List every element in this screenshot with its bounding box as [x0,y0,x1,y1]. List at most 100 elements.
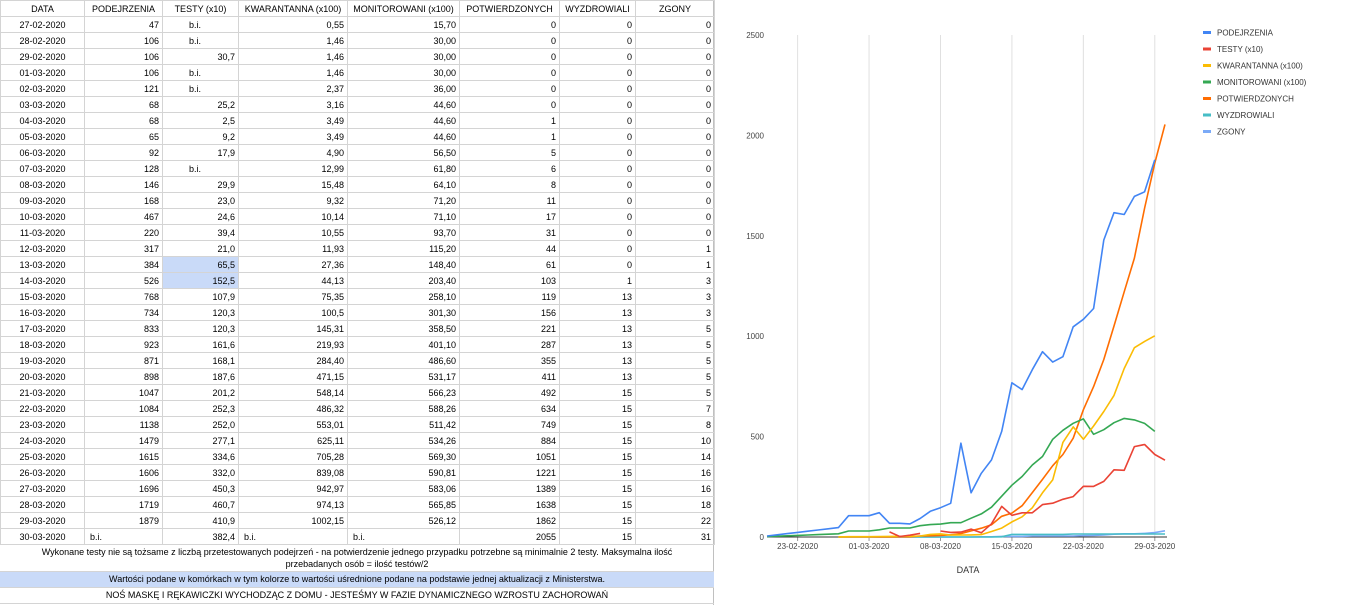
table-cell[interactable]: 0,55 [238,16,348,33]
table-cell[interactable]: 44 [459,240,560,257]
table-cell[interactable]: 13 [559,368,636,385]
table-cell[interactable]: 401,10 [347,336,460,353]
table-cell[interactable]: 28-02-2020 [0,32,85,49]
table-cell[interactable]: 115,20 [347,240,460,257]
table-cell[interactable]: 0 [635,80,715,97]
table-cell[interactable]: 22-03-2020 [0,400,85,417]
column-header[interactable]: KWARANTANNA (x100) [238,0,348,17]
table-cell[interactable]: 11,93 [238,240,348,257]
table-cell[interactable]: 1084 [84,400,163,417]
table-cell[interactable]: 1479 [84,432,163,449]
table-cell[interactable]: 0 [459,48,560,65]
table-cell[interactable]: 13-03-2020 [0,256,85,273]
table-cell[interactable]: 3,49 [238,112,348,129]
table-cell[interactable]: 148,40 [347,256,460,273]
table-cell[interactable]: 29,9 [162,176,239,193]
table-cell[interactable]: 1138 [84,416,163,433]
table-cell[interactable]: 705,28 [238,448,348,465]
table-cell[interactable]: b.i. [162,32,239,49]
table-cell[interactable]: 28-03-2020 [0,496,85,513]
table-cell[interactable]: 05-03-2020 [0,128,85,145]
table-cell[interactable]: 09-03-2020 [0,192,85,209]
table-cell[interactable]: 1,46 [238,48,348,65]
table-cell[interactable]: 734 [84,304,163,321]
table-cell[interactable]: 0 [459,32,560,49]
table-cell[interactable]: 410,9 [162,512,239,529]
table-cell[interactable]: 187,6 [162,368,239,385]
table-cell[interactable]: 566,23 [347,384,460,401]
table-cell[interactable]: 11 [459,192,560,209]
table-cell[interactable]: 258,10 [347,288,460,305]
table-cell[interactable]: 27-02-2020 [0,16,85,33]
table-cell[interactable]: 0 [559,144,636,161]
table-cell[interactable]: 1051 [459,448,560,465]
table-cell[interactable]: b.i. [162,16,239,33]
table-cell[interactable]: 8 [459,176,560,193]
table-cell[interactable]: b.i. [162,80,239,97]
table-cell[interactable]: 382,4 [162,528,239,545]
table-cell[interactable]: 411 [459,368,560,385]
table-cell[interactable]: 548,14 [238,384,348,401]
table-cell[interactable]: 25,2 [162,96,239,113]
table-cell[interactable]: 0 [635,64,715,81]
table-cell[interactable]: 30-03-2020 [0,528,85,545]
table-cell[interactable]: 0 [559,48,636,65]
table-cell[interactable]: 1221 [459,464,560,481]
table-cell[interactable]: 19-03-2020 [0,352,85,369]
table-cell[interactable]: 332,0 [162,464,239,481]
table-cell[interactable]: 3,49 [238,128,348,145]
table-cell[interactable]: 31 [635,528,715,545]
table-cell[interactable]: 30,7 [162,48,239,65]
column-header[interactable]: POTWIERDZONYCH [459,0,560,17]
table-cell[interactable]: 93,70 [347,224,460,241]
table-cell[interactable]: 358,50 [347,320,460,337]
table-cell[interactable]: 27,36 [238,256,348,273]
table-cell[interactable]: 146 [84,176,163,193]
table-cell[interactable]: 156 [459,304,560,321]
table-cell[interactable]: 625,11 [238,432,348,449]
table-cell[interactable]: 17,9 [162,144,239,161]
table-cell[interactable]: 1,46 [238,32,348,49]
table-cell[interactable]: 833 [84,320,163,337]
table-cell[interactable]: 9,2 [162,128,239,145]
table-cell[interactable]: 450,3 [162,480,239,497]
table-cell[interactable]: 974,13 [238,496,348,513]
table-cell[interactable]: 10-03-2020 [0,208,85,225]
table-cell[interactable]: 1002,15 [238,512,348,529]
table-cell[interactable]: 0 [559,224,636,241]
table-cell[interactable]: 1 [635,256,715,273]
table-cell[interactable]: 203,40 [347,272,460,289]
table-cell[interactable]: 884 [459,432,560,449]
table-cell[interactable]: 121 [84,80,163,97]
table-cell[interactable]: 30,00 [347,48,460,65]
table-cell[interactable]: 355 [459,352,560,369]
table-cell[interactable]: 0 [459,16,560,33]
table-cell[interactable]: 168 [84,192,163,209]
table-cell[interactable]: 04-03-2020 [0,112,85,129]
table-cell[interactable]: 15 [559,416,636,433]
table-cell[interactable]: 15 [559,400,636,417]
table-cell[interactable]: 0 [559,16,636,33]
table-cell[interactable]: 0 [559,32,636,49]
table-cell[interactable]: 61 [459,256,560,273]
table-cell[interactable]: 68 [84,112,163,129]
table-cell[interactable]: 768 [84,288,163,305]
table-cell[interactable]: 0 [559,160,636,177]
table-cell[interactable]: 1 [459,128,560,145]
table-cell[interactable]: 02-03-2020 [0,80,85,97]
table-cell[interactable]: 334,6 [162,448,239,465]
table-cell[interactable]: 1606 [84,464,163,481]
table-cell[interactable]: 3,16 [238,96,348,113]
table-cell[interactable]: 10,55 [238,224,348,241]
table-cell[interactable]: 100,5 [238,304,348,321]
table-cell[interactable]: 0 [635,128,715,145]
table-cell[interactable]: 07-03-2020 [0,160,85,177]
table-cell[interactable]: 0 [559,80,636,97]
table-cell[interactable]: 5 [635,336,715,353]
table-cell[interactable]: 23-03-2020 [0,416,85,433]
table-cell[interactable]: 0 [635,144,715,161]
table-cell[interactable]: 1615 [84,448,163,465]
table-cell[interactable]: 75,35 [238,288,348,305]
table-cell[interactable]: 17 [459,208,560,225]
table-cell[interactable]: 128 [84,160,163,177]
